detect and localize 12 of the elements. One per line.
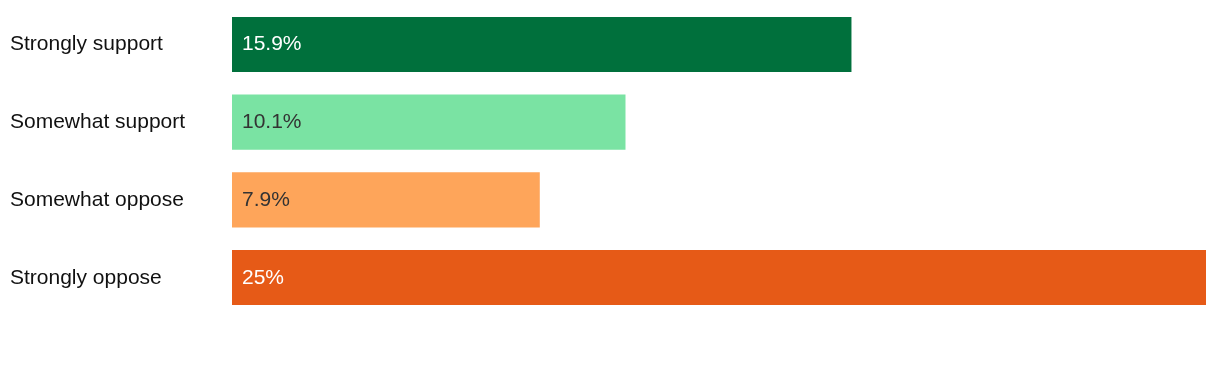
- y-tick-label: Strongly support: [10, 31, 164, 55]
- bar: [232, 172, 540, 228]
- data-label: 10.1%: [242, 109, 302, 133]
- data-label: 7.9%: [242, 186, 290, 210]
- y-tick-label: Somewhat oppose: [10, 186, 184, 210]
- y-tick-label: Strongly oppose: [10, 264, 162, 288]
- y-tick-label: Somewhat support: [10, 109, 186, 133]
- bar: [232, 249, 1206, 306]
- data-label: 15.9%: [242, 31, 302, 55]
- bar: [232, 94, 626, 150]
- bar: [232, 16, 852, 73]
- data-label: 25%: [242, 264, 285, 288]
